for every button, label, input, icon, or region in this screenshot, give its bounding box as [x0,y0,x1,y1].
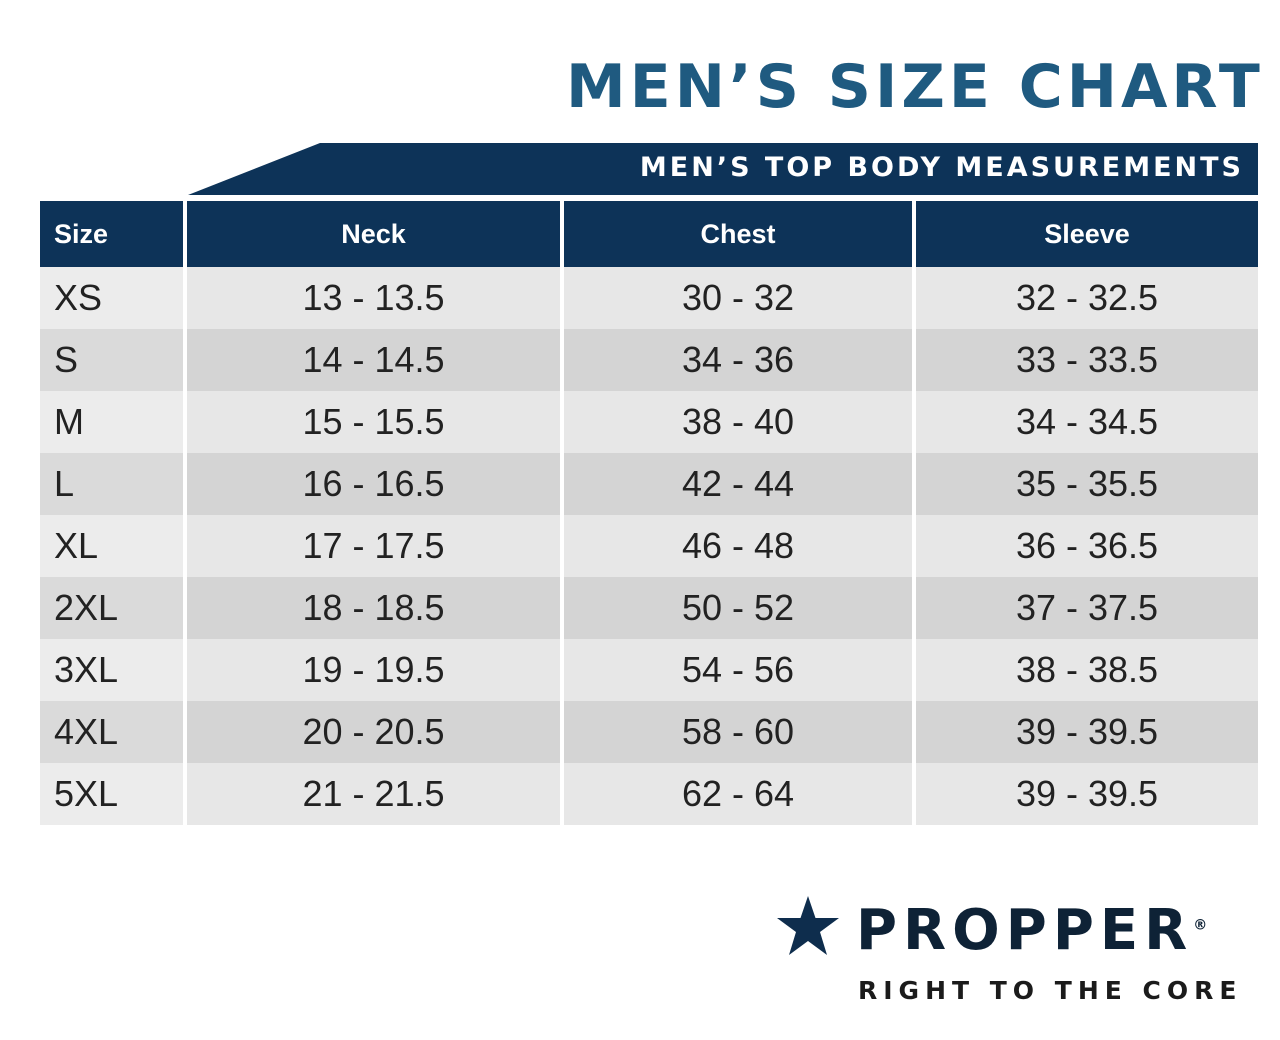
cell-neck: 20 - 20.5 [183,701,562,763]
column-header-chest: Chest [560,201,914,267]
column-header-size: Size [40,201,185,267]
cell-sleeve: 39 - 39.5 [912,763,1258,825]
cell-size: S [40,329,185,391]
cell-neck: 21 - 21.5 [183,763,562,825]
cell-neck: 16 - 16.5 [183,453,562,515]
cell-neck: 15 - 15.5 [183,391,562,453]
cell-sleeve: 37 - 37.5 [912,577,1258,639]
cell-sleeve: 33 - 33.5 [912,329,1258,391]
cell-chest: 58 - 60 [560,701,914,763]
cell-neck: 17 - 17.5 [183,515,562,577]
cell-chest: 42 - 44 [560,453,914,515]
logo-name: PROPPER® [856,898,1214,963]
table-row: XL 17 - 17.5 46 - 48 36 - 36.5 [40,515,1258,577]
cell-size: XS [40,267,185,329]
table-row: S 14 - 14.5 34 - 36 33 - 33.5 [40,329,1258,391]
table-row: 2XL 18 - 18.5 50 - 52 37 - 37.5 [40,577,1258,639]
table-row: 4XL 20 - 20.5 58 - 60 39 - 39.5 [40,701,1258,763]
cell-sleeve: 38 - 38.5 [912,639,1258,701]
page-title: MEN’S SIZE CHART [566,52,1264,122]
table-row: M 15 - 15.5 38 - 40 34 - 34.5 [40,391,1258,453]
cell-sleeve: 35 - 35.5 [912,453,1258,515]
size-table: Size Neck Chest Sleeve XS 13 - 13.5 30 - 32 32… [40,201,1258,825]
cell-chest: 34 - 36 [560,329,914,391]
cell-size: 3XL [40,639,185,701]
header-row: Size Neck Chest Sleeve [40,201,1258,267]
cell-size: XL [40,515,185,577]
banner-title: MEN’S TOP BODY MEASUREMENTS [639,152,1244,183]
table-row: L 16 - 16.5 42 - 44 35 - 35.5 [40,453,1258,515]
cell-sleeve: 34 - 34.5 [912,391,1258,453]
cell-chest: 30 - 32 [560,267,914,329]
column-header-sleeve: Sleeve [912,201,1258,267]
cell-neck: 13 - 13.5 [183,267,562,329]
cell-neck: 19 - 19.5 [183,639,562,701]
cell-sleeve: 39 - 39.5 [912,701,1258,763]
cell-sleeve: 32 - 32.5 [912,267,1258,329]
cell-size: 4XL [40,701,185,763]
table-row: 5XL 21 - 21.5 62 - 64 39 - 39.5 [40,763,1258,825]
cell-size: L [40,453,185,515]
column-header-neck: Neck [183,201,562,267]
cell-neck: 14 - 14.5 [183,329,562,391]
star-icon [777,896,839,955]
cell-size: 2XL [40,577,185,639]
cell-chest: 46 - 48 [560,515,914,577]
cell-chest: 38 - 40 [560,391,914,453]
cell-chest: 50 - 52 [560,577,914,639]
banner-shape [188,143,1258,195]
cell-sleeve: 36 - 36.5 [912,515,1258,577]
cell-chest: 54 - 56 [560,639,914,701]
cell-size: 5XL [40,763,185,825]
cell-chest: 62 - 64 [560,763,914,825]
cell-neck: 18 - 18.5 [183,577,562,639]
table-row: XS 13 - 13.5 30 - 32 32 - 32.5 [40,267,1258,329]
cell-size: M [40,391,185,453]
logo-tagline: RIGHT TO THE CORE [858,976,1243,1005]
table-row: 3XL 19 - 19.5 54 - 56 38 - 38.5 [40,639,1258,701]
